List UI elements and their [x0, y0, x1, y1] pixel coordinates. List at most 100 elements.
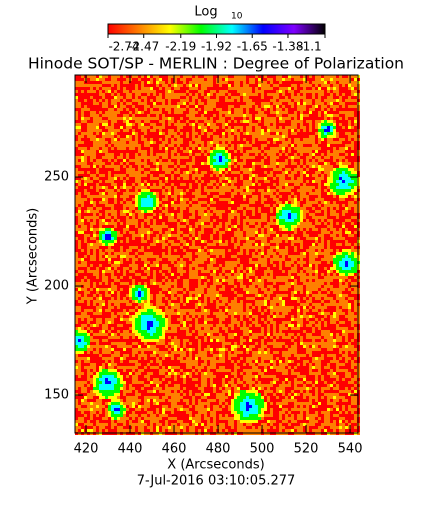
- heatmap-cell: [147, 171, 150, 174]
- heatmap-cell: [171, 117, 174, 120]
- heatmap-cell: [126, 99, 129, 102]
- heatmap-cell: [273, 120, 276, 123]
- heatmap-cell: [144, 132, 147, 135]
- heatmap-cell: [333, 177, 336, 180]
- heatmap-cell: [90, 228, 93, 231]
- heatmap-cell: [300, 159, 303, 162]
- heatmap-cell: [261, 213, 264, 216]
- heatmap-cell: [333, 90, 336, 93]
- heatmap-cell: [315, 150, 318, 153]
- heatmap-cell: [195, 81, 198, 84]
- heatmap-cell: [78, 192, 81, 195]
- heatmap-cell: [252, 201, 255, 204]
- heatmap-cell: [90, 174, 93, 177]
- heatmap-cell: [153, 114, 156, 117]
- heatmap-cell: [81, 99, 84, 102]
- heatmap-cell: [216, 96, 219, 99]
- heatmap-cell: [216, 111, 219, 114]
- heatmap-cell: [255, 174, 258, 177]
- heatmap-cell: [144, 183, 147, 186]
- heatmap-cell: [165, 186, 168, 189]
- heatmap-cell: [345, 204, 348, 207]
- heatmap-cell: [213, 210, 216, 213]
- heatmap-cell: [345, 228, 348, 231]
- heatmap-cell: [168, 162, 171, 165]
- heatmap-cell: [345, 183, 348, 186]
- heatmap-cell: [258, 153, 261, 156]
- heatmap-cell: [336, 180, 339, 183]
- heatmap-cell: [324, 84, 327, 87]
- heatmap-cell: [324, 129, 327, 132]
- heatmap-cell: [147, 186, 150, 189]
- heatmap-cell: [174, 123, 177, 126]
- heatmap-cell: [291, 156, 294, 159]
- heatmap-cell: [87, 84, 90, 87]
- heatmap-cell: [243, 114, 246, 117]
- heatmap-cell: [207, 117, 210, 120]
- heatmap-cell: [216, 192, 219, 195]
- heatmap-cell: [351, 192, 354, 195]
- heatmap-cell: [156, 108, 159, 111]
- heatmap-cell: [297, 213, 300, 216]
- heatmap-cell: [273, 111, 276, 114]
- heatmap-cell: [96, 87, 99, 90]
- heatmap-cell: [177, 90, 180, 93]
- heatmap-cell: [330, 99, 333, 102]
- heatmap-cell: [84, 153, 87, 156]
- heatmap-cell: [285, 144, 288, 147]
- heatmap-cell: [288, 159, 291, 162]
- heatmap-cell: [348, 132, 351, 135]
- heatmap-cell: [321, 156, 324, 159]
- heatmap-cell: [273, 204, 276, 207]
- heatmap-cell: [324, 210, 327, 213]
- heatmap-cell: [273, 195, 276, 198]
- heatmap-cell: [99, 141, 102, 144]
- heatmap-cell: [117, 210, 120, 213]
- heatmap-cell: [324, 120, 327, 123]
- heatmap-cell: [87, 81, 90, 84]
- heatmap-cell: [147, 180, 150, 183]
- heatmap-cell: [222, 120, 225, 123]
- heatmap-cell: [189, 81, 192, 84]
- heatmap-cell: [231, 129, 234, 132]
- heatmap-cell: [126, 174, 129, 177]
- heatmap-cell: [192, 189, 195, 192]
- heatmap-cell: [240, 225, 243, 228]
- heatmap-cell: [93, 228, 96, 231]
- heatmap-cell: [105, 75, 108, 78]
- heatmap-cell: [288, 189, 291, 192]
- heatmap-cell: [102, 138, 105, 141]
- heatmap-cell: [252, 177, 255, 180]
- heatmap-cell: [255, 228, 258, 231]
- heatmap-cell: [333, 174, 336, 177]
- heatmap-cell: [171, 174, 174, 177]
- heatmap-cell: [144, 144, 147, 147]
- heatmap-cell: [267, 156, 270, 159]
- heatmap-cell: [318, 174, 321, 177]
- heatmap-cell: [318, 162, 321, 165]
- heatmap-cell: [132, 96, 135, 99]
- heatmap-cell: [108, 174, 111, 177]
- heatmap-cell: [333, 225, 336, 228]
- heatmap-cell: [312, 129, 315, 132]
- heatmap-cell: [231, 114, 234, 117]
- heatmap-cell: [105, 102, 108, 105]
- heatmap-cell: [303, 75, 306, 78]
- heatmap-cell: [108, 108, 111, 111]
- heatmap-cell: [147, 228, 150, 231]
- heatmap-cell: [84, 165, 87, 168]
- heatmap-cell: [264, 177, 267, 180]
- heatmap-cell: [225, 99, 228, 102]
- heatmap-cell: [87, 171, 90, 174]
- heatmap-cell: [150, 135, 153, 138]
- heatmap-cell: [147, 117, 150, 120]
- heatmap-cell: [207, 207, 210, 210]
- heatmap-cell: [297, 150, 300, 153]
- heatmap-cell: [309, 138, 312, 141]
- heatmap-cell: [285, 159, 288, 162]
- heatmap-cell: [156, 81, 159, 84]
- heatmap-cell: [210, 96, 213, 99]
- heatmap-cell: [276, 108, 279, 111]
- heatmap-cell: [81, 129, 84, 132]
- heatmap-cell: [171, 138, 174, 141]
